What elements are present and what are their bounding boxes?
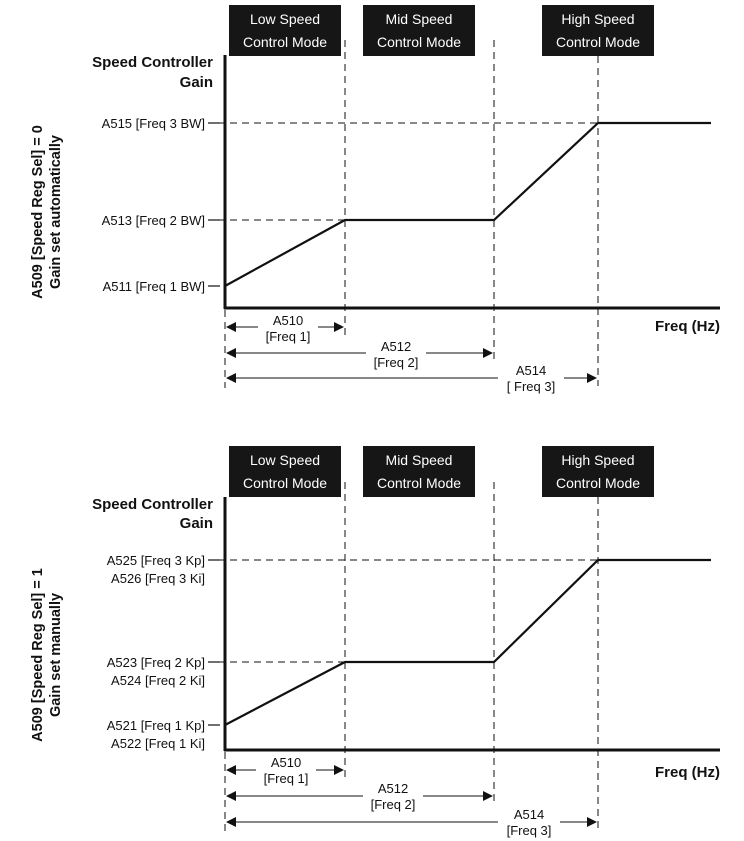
svg-text:[Freq 1]: [Freq 1] [266,329,311,344]
svg-text:A510: A510 [271,755,301,770]
svg-text:A521 [Freq 1 Kp]: A521 [Freq 1 Kp] [107,718,205,733]
level-freq2: A513 [Freq 2 BW] [102,213,205,228]
svg-text:A514: A514 [514,807,544,822]
freq2-arrow: A512 [Freq 2] [226,781,493,812]
mode-high-speed: High Speed Control Mode [542,446,654,497]
svg-text:Mid Speed: Mid Speed [386,452,453,468]
level-freq3: A515 [Freq 3 BW] [102,116,205,131]
mode-low-speed: Low Speed Control Mode [229,446,341,497]
mode-high-speed: High Speed Control Mode [542,5,654,56]
side-label: A509 [Speed Reg Sel] = 1 Gain set manual… [30,568,64,742]
svg-text:Control Mode: Control Mode [243,34,327,50]
x-axis-title: Freq (Hz) [655,764,720,781]
svg-text:A525 [Freq 3 Kp]: A525 [Freq 3 Kp] [107,553,205,568]
svg-text:A512: A512 [381,339,411,354]
y-axis-title-line2: Gain [180,515,213,532]
svg-text:A524 [Freq 2 Ki]: A524 [Freq 2 Ki] [111,673,205,688]
x-axis-title: Freq (Hz) [655,318,720,335]
svg-text:[Freq 2]: [Freq 2] [374,355,419,370]
svg-text:A523 [Freq 2 Kp]: A523 [Freq 2 Kp] [107,655,205,670]
level-freq2: A523 [Freq 2 Kp] A524 [Freq 2 Ki] [107,655,205,688]
gain-curve [224,121,711,287]
svg-text:[Freq 2]: [Freq 2] [371,797,416,812]
svg-text:Control Mode: Control Mode [243,475,327,491]
svg-text:High Speed: High Speed [561,452,634,468]
svg-text:Control Mode: Control Mode [556,34,640,50]
y-axis-title-line1: Speed Controller [92,54,213,71]
svg-text:Control Mode: Control Mode [377,475,461,491]
level-freq3: A525 [Freq 3 Kp] A526 [Freq 3 Ki] [107,553,205,586]
level-freq1: A521 [Freq 1 Kp] A522 [Freq 1 Ki] [107,718,205,751]
freq1-arrow: A510 [Freq 1] [226,755,344,786]
svg-text:A509 [Speed Reg Sel] = 1: A509 [Speed Reg Sel] = 1 [30,568,46,742]
svg-text:Gain set manually: Gain set manually [48,593,64,717]
panel-auto: Low Speed Control Mode Mid Speed Control… [30,5,720,394]
panel-manual: Low Speed Control Mode Mid Speed Control… [30,446,720,838]
svg-text:A514: A514 [516,363,546,378]
freq3-arrow: A514 [Freq 3] [226,807,597,838]
gain-curve [224,558,711,726]
svg-text:High Speed: High Speed [561,11,634,27]
svg-text:[ Freq 3]: [ Freq 3] [507,379,555,394]
freq1-arrow: A510 [Freq 1] [226,313,344,344]
svg-text:A509 [Speed Reg Sel] = 0: A509 [Speed Reg Sel] = 0 [30,125,46,299]
mode-low-speed: Low Speed Control Mode [229,5,341,56]
svg-text:Low Speed: Low Speed [250,11,320,27]
svg-text:A522 [Freq 1 Ki]: A522 [Freq 1 Ki] [111,736,205,751]
freq2-arrow: A512 [Freq 2] [226,339,493,370]
svg-text:Control Mode: Control Mode [556,475,640,491]
mode-mid-speed: Mid Speed Control Mode [363,446,475,497]
level-freq1: A511 [Freq 1 BW] [103,279,205,294]
svg-text:[Freq 1]: [Freq 1] [264,771,309,786]
svg-text:Gain set automatically: Gain set automatically [48,135,64,289]
side-label: A509 [Speed Reg Sel] = 0 Gain set automa… [30,125,64,299]
svg-text:Mid Speed: Mid Speed [386,11,453,27]
y-axis-title-line2: Gain [180,74,213,91]
freq3-arrow: A514 [ Freq 3] [226,363,597,394]
svg-text:A526 [Freq 3 Ki]: A526 [Freq 3 Ki] [111,571,205,586]
svg-text:A510: A510 [273,313,303,328]
mode-mid-speed: Mid Speed Control Mode [363,5,475,56]
svg-text:[Freq 3]: [Freq 3] [507,823,552,838]
y-axis-title-line1: Speed Controller [92,496,213,513]
svg-text:Low Speed: Low Speed [250,452,320,468]
svg-text:A512: A512 [378,781,408,796]
svg-text:Control Mode: Control Mode [377,34,461,50]
